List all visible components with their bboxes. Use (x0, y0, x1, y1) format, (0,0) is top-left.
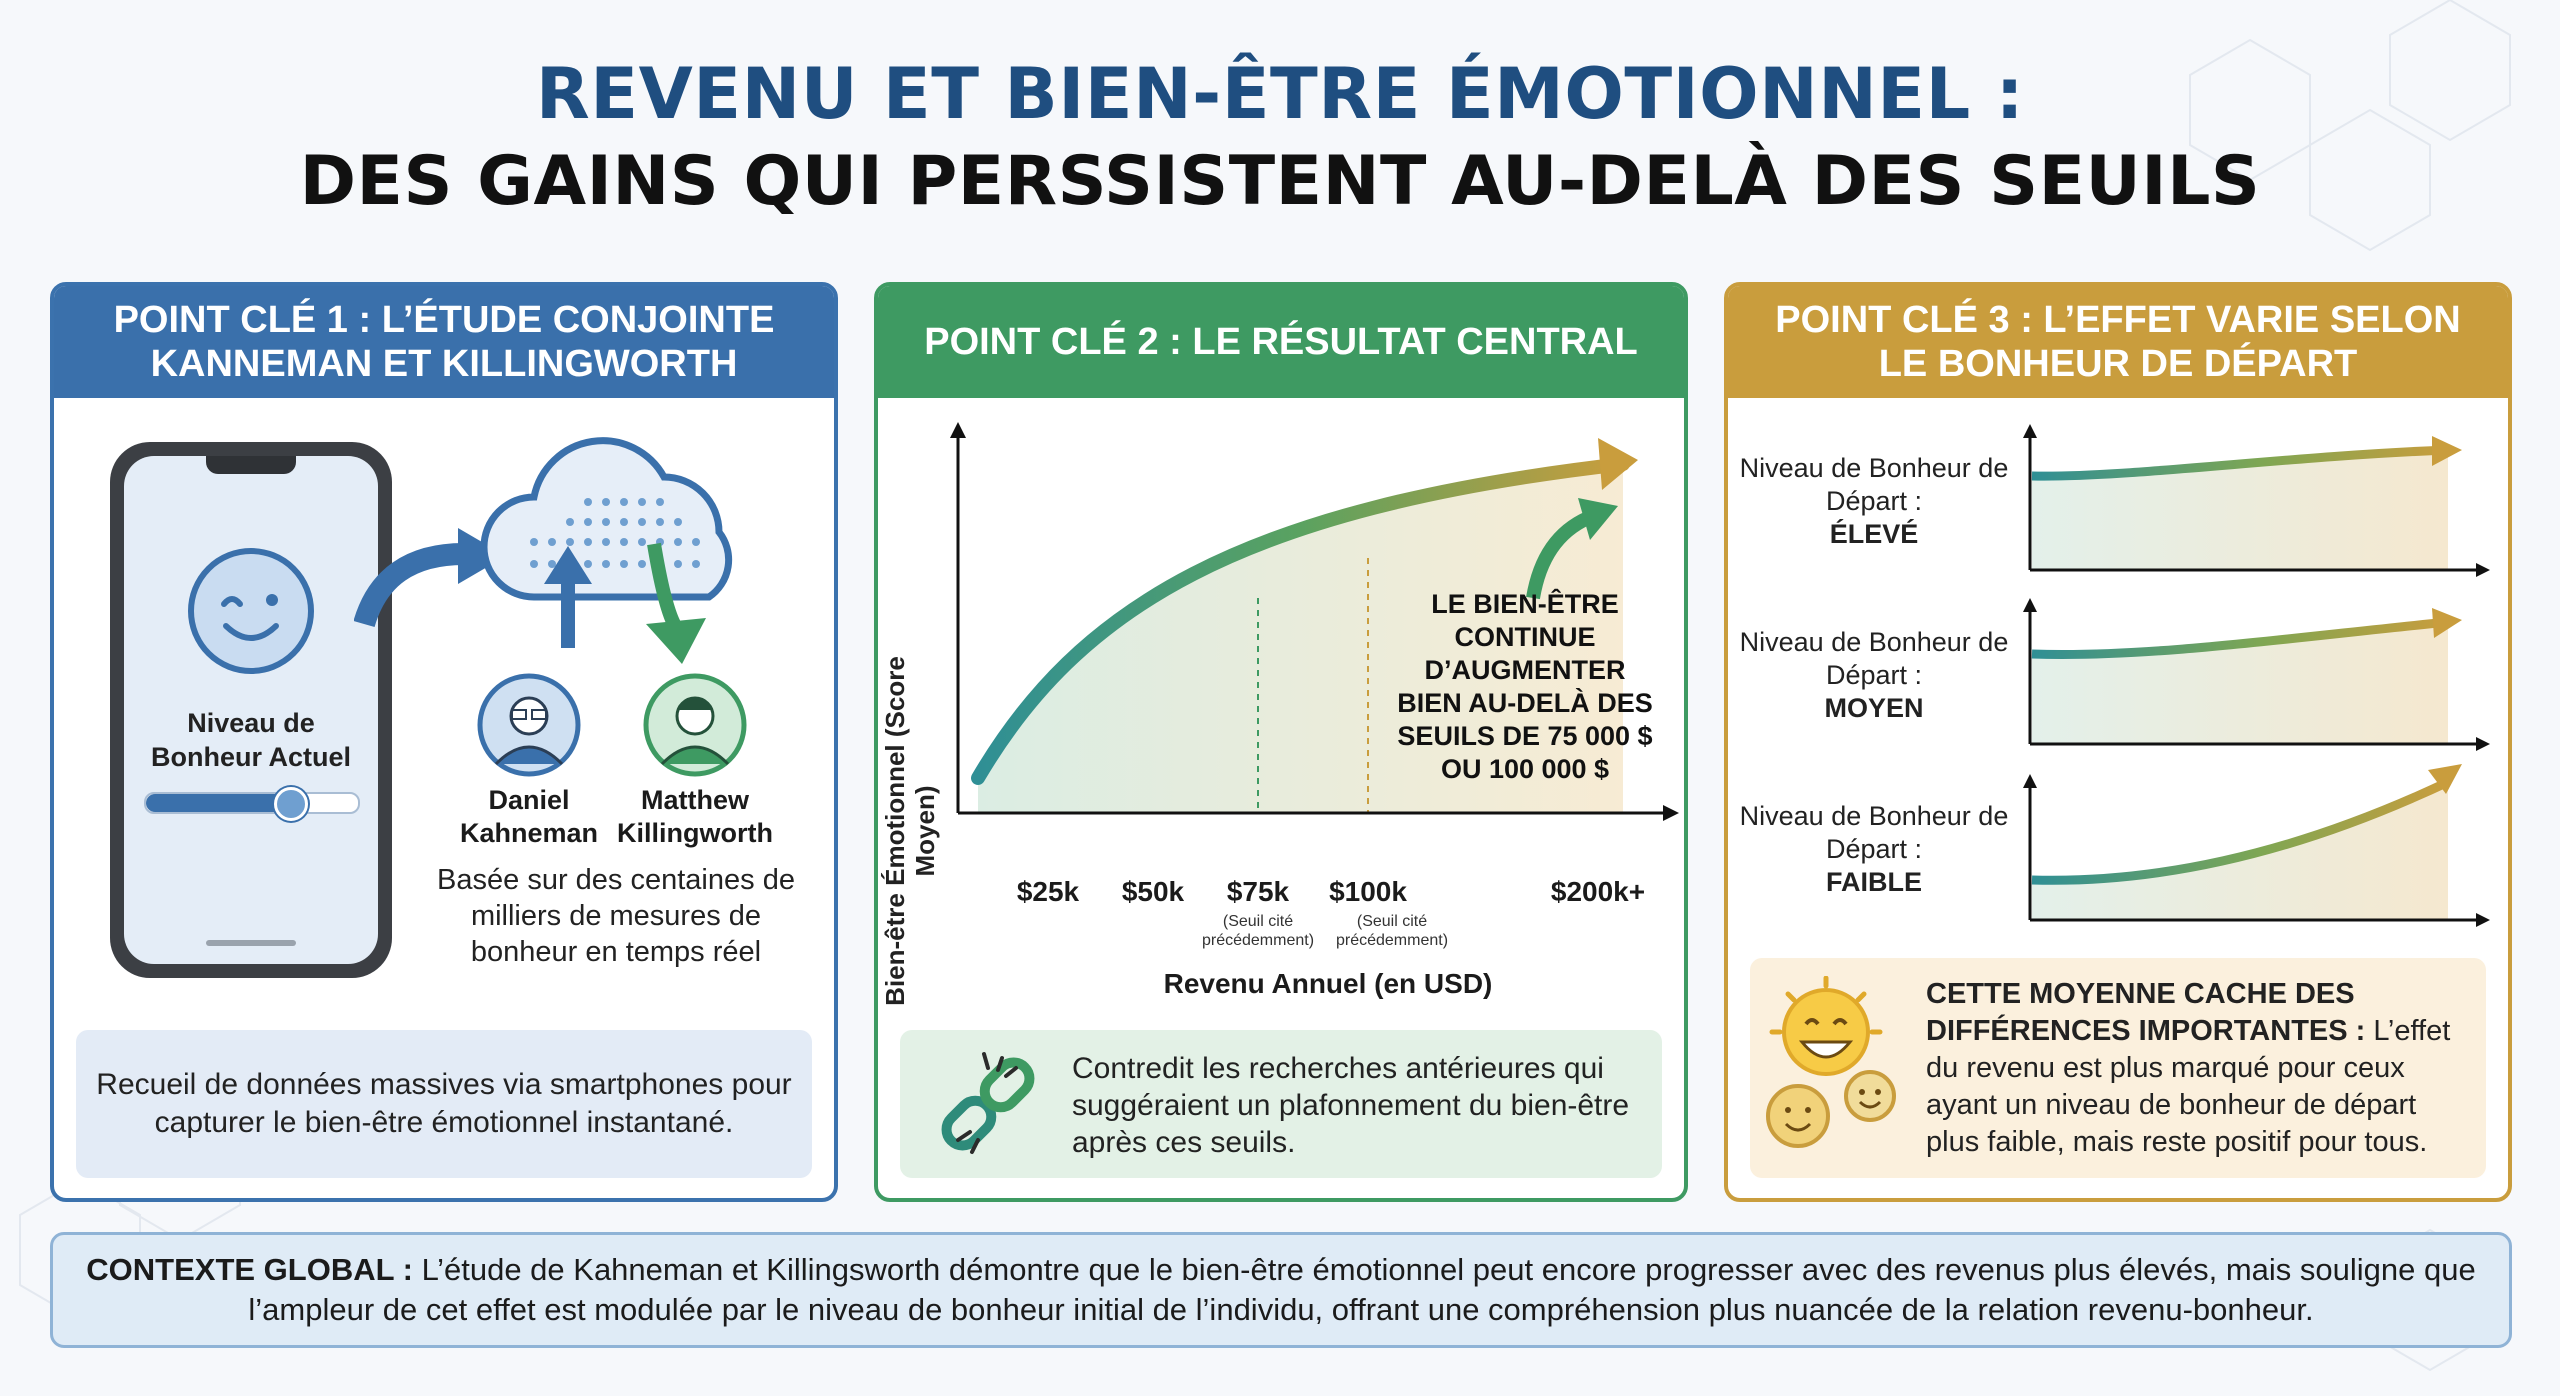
chart-medium-happiness (2023, 598, 2490, 751)
panel-3-note: CETTE MOYENNE CACHE DES DIFFÉRENCES IMPO… (1750, 958, 2486, 1178)
phone-happiness-label: Niveau de Bonheur Actuel (150, 708, 351, 772)
income-wellbeing-chart (950, 422, 1679, 821)
happiness-slider-fill (146, 794, 291, 812)
row-high-level: ÉLEVÉ (1829, 519, 1919, 549)
happiness-slider-thumb[interactable] (274, 787, 309, 821)
global-context-body: L’étude de Kahneman et Killingsworth dém… (248, 1252, 2476, 1327)
row-low-level: FAIBLE (1825, 867, 1922, 897)
panel-3-note-bold: CETTE MOYENNE CACHE DES DIFFÉRENCES IMPO… (1926, 978, 2366, 1047)
global-context-title: CONTEXTE GLOBAL : (86, 1252, 413, 1287)
panel-3-note-text: CETTE MOYENNE CACHE DES DIFFÉRENCES IMPO… (1926, 976, 2470, 1161)
row-low-prefix: Niveau de Bonheur de Départ : (1739, 801, 2009, 864)
panel-3-header: POINT CLÉ 3 : L’EFFET VARIE SELON LE BON… (1728, 286, 2508, 398)
panel-key-point-1: POINT CLÉ 1 : L’ÉTUDE CONJOINTE KANNEMAN… (50, 282, 838, 1202)
panel-1-note: Recueil de données massives via smartpho… (76, 1030, 812, 1178)
researcher-2-name: Matthew Killingworth (617, 785, 773, 848)
row-low-label: Niveau de Bonheur de Départ : FAIBLE (1738, 800, 2010, 899)
title-line-2: DES GAINS QUI PERSSISTENT AU-DELÀ DES SE… (299, 142, 2261, 221)
row-medium-level: MOYEN (1824, 693, 1924, 723)
happiness-slider[interactable] (144, 787, 360, 821)
title-line-1: REVENU ET BIEN-ÊTRE ÉMOTIONNEL : (535, 53, 2025, 135)
researcher-1-name: Daniel Kahneman (459, 785, 599, 848)
smiley-face-icon (188, 548, 314, 674)
global-context-box: CONTEXTE GLOBAL : L’étude de Kahneman et… (50, 1232, 2512, 1348)
row-medium-prefix: Niveau de Bonheur de Départ : (1739, 627, 2009, 690)
row-high-label: Niveau de Bonheur de Départ : ÉLEVÉ (1738, 452, 2010, 551)
page-title: REVENU ET BIEN-ÊTRE ÉMOTIONNEL : DES GAI… (0, 52, 2560, 224)
chart-low-happiness (2023, 764, 2490, 927)
broken-chain-icon (941, 1052, 1035, 1154)
up-arrow-icon (544, 546, 592, 648)
sub-charts (2023, 424, 2490, 927)
row-high-prefix: Niveau de Bonheur de Départ : (1739, 453, 2009, 516)
global-context-text: CONTEXTE GLOBAL : L’étude de Kahneman et… (83, 1250, 2479, 1330)
tick-label-100k: $100k (1329, 876, 1407, 907)
panel-2-header: POINT CLÉ 2 : LE RÉSULTAT CENTRAL (878, 286, 1684, 398)
tick-note-75k: (Seuil cité précédemment) (1201, 913, 1315, 949)
smartphone-icon (110, 442, 392, 978)
chart-high-happiness (2023, 424, 2490, 577)
panel-1-header: POINT CLÉ 1 : L’ÉTUDE CONJOINTE KANNEMAN… (54, 286, 834, 398)
curve-arrowhead (1598, 438, 1638, 490)
wellbeing-curve (971, 457, 1630, 785)
x-axis-label: Revenu Annuel (en USD) (1163, 968, 1493, 999)
panel-2-note: Contredit les recherches antérieures qui… (900, 1030, 1662, 1178)
data-cloud-icon (480, 437, 733, 601)
panel-key-point-3: POINT CLÉ 3 : L’EFFET VARIE SELON LE BON… (1724, 282, 2512, 1202)
panel-3-note-body: L’effet du revenu est plus marqué pour c… (1926, 1015, 2451, 1158)
study-caption: Basée sur des centaines de milliers de m… (437, 864, 795, 968)
tick-note-100k: (Seuil cité précédemment) (1335, 913, 1449, 949)
smiley-group-icon (1766, 976, 1896, 1148)
tick-label-25k: $25k (1016, 876, 1080, 907)
y-axis-label: Bien-être Émotionnel (Score Moyen) (880, 656, 940, 1006)
annotation-arrow-icon (1526, 511, 1592, 600)
researcher-kahneman-avatar (477, 673, 581, 777)
tick-label-50k: $50k (1121, 876, 1185, 907)
panel-2-note-text: Contredit les recherches antérieures qui… (1072, 1052, 1630, 1159)
panel-key-point-2: POINT CLÉ 2 : LE RÉSULTAT CENTRAL Bien-ê… (874, 282, 1688, 1202)
tick-label-200k: $200k+ (1550, 876, 1646, 907)
researcher-killingworth-avatar (643, 673, 747, 777)
down-arrow-icon (646, 542, 706, 664)
tick-label-75k: $75k (1226, 876, 1290, 907)
row-medium-label: Niveau de Bonheur de Départ : MOYEN (1738, 626, 2010, 725)
chart-annotation: LE BIEN-ÊTRE CONTINUE D’AUGMENTER BIEN A… (1397, 589, 1653, 784)
